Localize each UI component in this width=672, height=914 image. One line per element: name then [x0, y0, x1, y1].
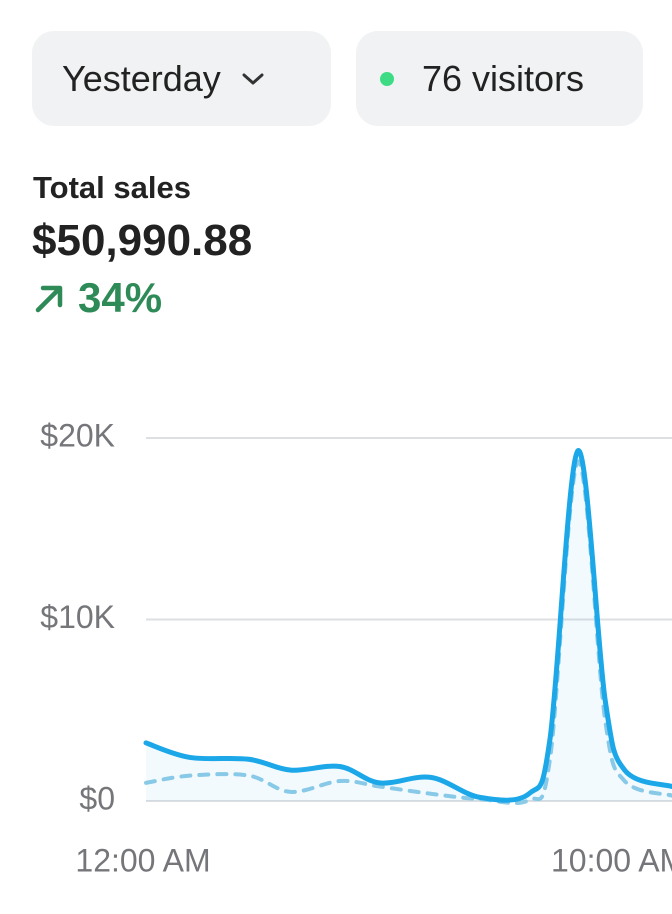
date-filter[interactable]: Yesterday — [32, 31, 331, 126]
x-tick-label: 12:00 AM — [75, 842, 210, 878]
y-tick-label: $20K — [40, 417, 115, 453]
summary-label: Total sales — [33, 170, 191, 205]
y-tick-label: $10K — [40, 599, 115, 635]
up-arrow — [35, 285, 63, 313]
live-dot — [380, 71, 394, 86]
chevron — [242, 73, 264, 84]
y-tick-label: $0 — [79, 780, 115, 816]
series-area — [146, 450, 672, 801]
date-filter-label: Yesterday — [62, 57, 221, 99]
x-tick-label: 10:00 AM — [551, 842, 672, 878]
summary-change: 34% — [32, 274, 162, 322]
summary-value: $50,990.88 — [32, 216, 253, 265]
visitors-button[interactable]: 76 visitors — [356, 31, 643, 126]
change-value: 34% — [78, 274, 163, 321]
visitors-label: 76 visitors — [422, 57, 585, 99]
series-line — [143, 448, 672, 803]
